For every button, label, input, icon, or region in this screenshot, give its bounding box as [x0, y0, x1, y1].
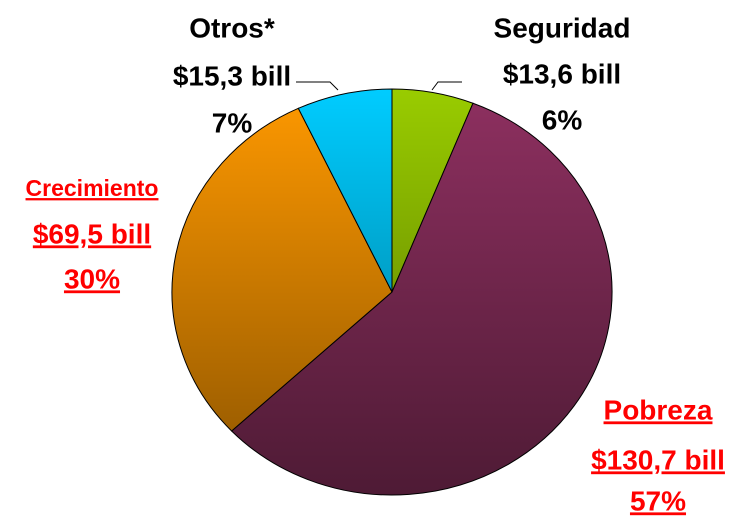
slice-label: Pobreza [604, 394, 713, 425]
amount-label: $130,7 bill [591, 444, 725, 475]
slice-label: Seguridad [494, 12, 631, 43]
percent-label: 7% [212, 107, 253, 138]
amount-label: $15,3 bill [173, 60, 291, 91]
percent-label: 30% [64, 263, 120, 294]
percent-label: 57% [630, 485, 686, 516]
slice-label: Crecimiento [26, 175, 159, 201]
percent-label: 6% [542, 104, 583, 135]
leader-line [296, 81, 339, 91]
pie [171, 88, 613, 496]
leader-line [431, 81, 462, 91]
amount-label: $69,5 bill [33, 218, 151, 249]
slice-label: Otros* [189, 12, 275, 43]
amount-label: $13,6 bill [503, 58, 621, 89]
labels: Seguridad $13,6 bill 6% Pobreza $130,7 bill 5… [26, 12, 725, 516]
